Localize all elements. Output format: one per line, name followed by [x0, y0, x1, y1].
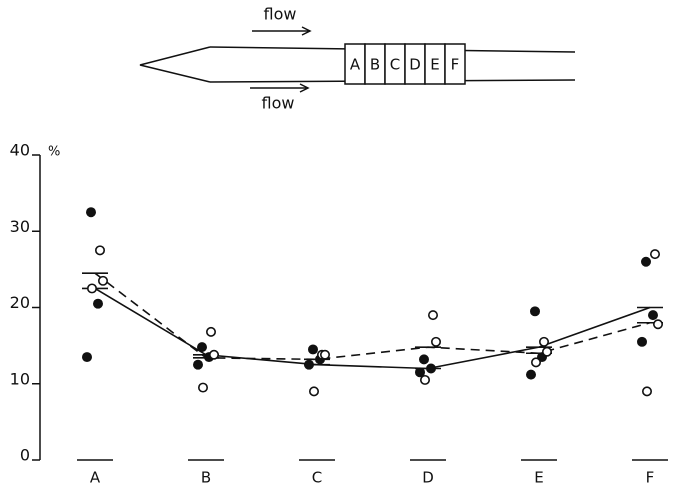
x-tick-label: D — [422, 469, 434, 487]
segment-label: D — [409, 56, 421, 74]
mean-line — [94, 287, 651, 370]
filled-point — [86, 207, 97, 218]
x-tick-label: B — [201, 469, 211, 487]
filled-point — [640, 256, 651, 267]
filled-point — [82, 352, 93, 363]
y-unit: % — [48, 145, 60, 160]
filled-point — [193, 359, 204, 370]
y-tick-label: 30 — [10, 217, 30, 236]
open-point — [649, 249, 660, 260]
open-point — [538, 336, 549, 347]
x-tick-label: F — [646, 469, 655, 487]
x-tick-label: C — [312, 469, 322, 487]
filled-point — [418, 354, 429, 365]
filled-point — [529, 306, 540, 317]
open-point — [209, 349, 220, 360]
flow-arrowhead — [299, 83, 310, 93]
flow-label: flow — [264, 5, 297, 24]
open-point — [206, 326, 217, 337]
open-point — [198, 382, 209, 393]
filled-point — [636, 336, 647, 347]
filled-point — [647, 310, 658, 321]
open-point — [541, 346, 552, 357]
filled-point — [303, 359, 314, 370]
flow-label: flow — [262, 94, 295, 113]
filled-point — [425, 363, 436, 374]
open-point — [319, 349, 330, 360]
filled-point — [307, 344, 318, 355]
open-point — [430, 336, 441, 347]
y-tick-label: 20 — [10, 293, 30, 312]
open-point — [427, 310, 438, 321]
open-point — [641, 386, 652, 397]
y-tick-label: 0 — [20, 446, 30, 465]
open-point — [419, 374, 430, 385]
needle-tip — [139, 46, 211, 83]
flow-arrowhead — [301, 26, 312, 36]
filled-point — [93, 298, 104, 309]
open-point — [530, 357, 541, 368]
segment-label: B — [370, 56, 380, 74]
open-point — [652, 319, 663, 330]
mean-line — [94, 272, 651, 361]
segment-label: C — [390, 56, 400, 74]
x-tick-label: E — [534, 469, 543, 487]
segment-label: E — [430, 56, 439, 74]
filled-point — [197, 342, 208, 353]
y-tick-label: 40 — [10, 141, 30, 160]
filled-point — [525, 369, 536, 380]
segment-label: F — [451, 56, 460, 74]
filled-point — [414, 367, 425, 378]
open-point — [95, 245, 106, 256]
y-tick-label: 10 — [10, 369, 30, 388]
segment-box — [444, 43, 466, 85]
segment-label: A — [350, 56, 361, 74]
open-point — [308, 386, 319, 397]
open-point — [98, 275, 109, 286]
open-point — [87, 283, 98, 294]
x-tick-label: A — [90, 469, 101, 487]
